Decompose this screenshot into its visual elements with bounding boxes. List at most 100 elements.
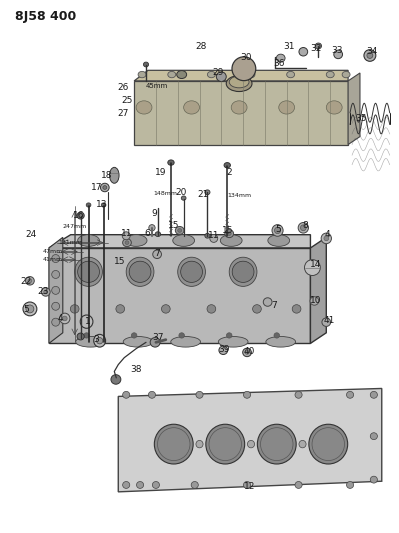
Ellipse shape [298,222,308,233]
Ellipse shape [162,305,170,313]
Text: 7: 7 [271,301,277,310]
Text: 15: 15 [221,226,233,235]
Ellipse shape [110,167,119,183]
Text: 7: 7 [154,249,160,258]
Ellipse shape [103,185,107,189]
Ellipse shape [231,101,247,114]
Text: 38: 38 [130,365,142,374]
Ellipse shape [300,225,306,231]
Ellipse shape [122,391,130,398]
Ellipse shape [227,333,232,338]
Ellipse shape [268,235,290,246]
Ellipse shape [154,424,193,464]
Ellipse shape [175,227,184,235]
Ellipse shape [247,71,255,78]
Text: 39: 39 [219,345,230,354]
Text: 134mm: 134mm [227,193,251,198]
Ellipse shape [207,71,215,78]
Ellipse shape [226,76,252,92]
Ellipse shape [179,333,184,338]
Ellipse shape [52,302,59,310]
Ellipse shape [78,261,99,282]
Text: 25: 25 [121,96,133,105]
Ellipse shape [122,239,131,247]
Ellipse shape [149,224,155,231]
Ellipse shape [70,305,79,313]
Text: 13: 13 [96,200,108,209]
Polygon shape [134,70,348,81]
Ellipse shape [138,71,146,78]
Text: 148mm: 148mm [154,191,178,196]
Ellipse shape [364,50,376,61]
Ellipse shape [97,337,103,344]
Text: 1: 1 [85,317,91,326]
Ellipse shape [150,337,160,347]
Ellipse shape [346,391,354,398]
Ellipse shape [261,427,293,461]
Ellipse shape [136,101,152,114]
Ellipse shape [178,229,182,232]
Text: 12: 12 [244,482,255,491]
Text: 11: 11 [121,229,132,238]
Ellipse shape [229,76,249,88]
Ellipse shape [126,257,154,286]
Text: 30: 30 [240,53,252,62]
Ellipse shape [26,277,34,285]
Ellipse shape [272,224,283,236]
Ellipse shape [342,71,350,78]
Text: 20: 20 [176,188,187,197]
Ellipse shape [295,391,302,398]
Ellipse shape [41,288,50,296]
Ellipse shape [299,440,306,448]
Ellipse shape [334,50,342,59]
Ellipse shape [245,351,249,354]
Ellipse shape [274,333,280,338]
Ellipse shape [210,235,218,243]
Text: 24: 24 [25,230,36,239]
Ellipse shape [324,236,329,241]
Ellipse shape [196,440,203,448]
Ellipse shape [229,257,257,286]
Polygon shape [134,81,348,144]
Ellipse shape [292,305,301,313]
Ellipse shape [370,391,377,398]
Ellipse shape [101,183,109,192]
Text: 35: 35 [355,114,367,123]
Ellipse shape [94,334,106,347]
Text: 36: 36 [273,60,284,68]
Ellipse shape [148,391,156,398]
Ellipse shape [326,71,334,78]
Text: 28: 28 [196,42,207,51]
Polygon shape [310,237,326,343]
Text: 37: 37 [152,333,164,342]
Text: 22: 22 [21,277,32,286]
Ellipse shape [243,481,251,488]
Ellipse shape [62,316,67,321]
Ellipse shape [263,298,272,306]
Ellipse shape [206,424,245,464]
Ellipse shape [80,315,93,328]
Text: 31: 31 [283,42,295,51]
Text: 23: 23 [37,287,49,296]
Text: 6: 6 [144,229,150,238]
Ellipse shape [153,250,162,259]
Text: 16: 16 [73,211,85,220]
Ellipse shape [227,232,231,236]
Ellipse shape [168,71,176,78]
Ellipse shape [75,257,103,286]
Ellipse shape [76,336,105,347]
Ellipse shape [123,336,153,347]
Ellipse shape [220,235,242,246]
Ellipse shape [321,233,332,244]
Ellipse shape [111,375,121,384]
Ellipse shape [23,302,37,316]
Text: 9: 9 [151,209,157,218]
Text: 2: 2 [226,168,232,177]
Ellipse shape [181,196,186,200]
Ellipse shape [44,290,48,294]
Text: 11: 11 [208,231,219,240]
Text: 32: 32 [310,44,321,53]
Ellipse shape [304,260,320,276]
Ellipse shape [143,62,148,67]
Ellipse shape [78,235,99,246]
